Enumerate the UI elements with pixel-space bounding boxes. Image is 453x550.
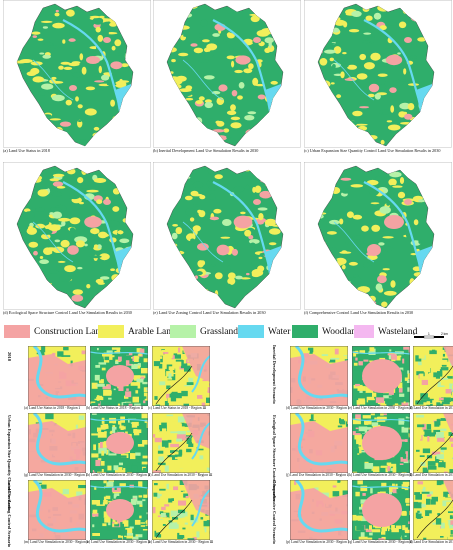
tile-svg: [290, 346, 348, 406]
tile-caption: (f) Land Use Simulation in 2030 - Region…: [409, 406, 453, 410]
legend-water: Water: [238, 324, 290, 339]
region-tile-13: [28, 480, 86, 540]
tile-svg: [413, 346, 453, 406]
region-tile-4: [290, 346, 348, 406]
region-tile-3: [152, 346, 210, 406]
overview-map-c: (c) Urban Expansion Size Quantity Contro…: [304, 0, 452, 160]
tile-caption: (k) Land Use Simulation in 2030 - Region…: [348, 473, 413, 477]
region-tile-8: [90, 413, 148, 473]
tile-svg: [28, 480, 86, 540]
legend-label: Arable Land: [128, 326, 176, 337]
overview-map-b: (b) Inertial Development Land Use Simula…: [153, 0, 301, 160]
tile-svg: [413, 480, 453, 540]
map-caption: (e) Land Use Zoning Control Land Use Sim…: [153, 310, 266, 315]
construction-swatch: [4, 325, 30, 338]
land-use-legend: Construction Land Arable Land Grassland …: [0, 321, 453, 343]
map-svg: [304, 0, 452, 150]
region-tile-10: [290, 413, 348, 473]
map-caption: (c) Urban Expansion Size Quantity Contro…: [304, 148, 441, 153]
tile-caption: (h) Land Use Simulation in 2030 - Region…: [86, 473, 151, 477]
wasteland-swatch: [354, 325, 374, 338]
region-tile-17: [352, 480, 410, 540]
map-svg: [153, 162, 301, 312]
map-svg: [3, 0, 151, 150]
tile-caption: (c) Land Use Status in 2018 - Region Ⅲ: [148, 406, 206, 410]
tile-svg: [152, 346, 210, 406]
scenario-label-zoning: Land Use Zoning Control Scenario: [7, 480, 12, 548]
tile-svg: [352, 346, 410, 406]
scale-end: 2 km: [441, 332, 448, 336]
region-tile-1: [28, 346, 86, 406]
legend-woodland: Woodland: [292, 324, 361, 339]
scenario-label-inertial: Inertial Development Scenario: [272, 345, 277, 404]
region-tile-15: [152, 480, 210, 540]
map-caption: (f) Comprehensive Control Land Use Simul…: [304, 310, 414, 315]
region-tile-7: [28, 413, 86, 473]
map-caption: (a) Land Use Status in 2018: [3, 148, 50, 153]
tile-caption: (i) Land Use Simulation in 2030 - Region…: [148, 473, 213, 477]
scale-mid: 1: [428, 332, 430, 336]
tile-caption: (b) Land Use Status in 2018 - Region Ⅱ: [86, 406, 144, 410]
tile-svg: [290, 413, 348, 473]
legend-label: Water: [268, 326, 291, 337]
tile-svg: [28, 413, 86, 473]
tile-svg: [28, 346, 86, 406]
map-svg: [3, 162, 151, 312]
legend-label: Grassland: [200, 326, 238, 337]
tile-svg: [90, 413, 148, 473]
tile-svg: [90, 346, 148, 406]
arable-swatch: [98, 325, 124, 338]
tile-caption: (n) Land Use Simulation in 2030 - Region…: [86, 540, 151, 544]
region-tile-2: [90, 346, 148, 406]
overview-map-d: (d) Ecological Space Structure Control L…: [3, 162, 151, 322]
legend-label: Woodland: [322, 326, 361, 337]
region-tile-18: [413, 480, 453, 540]
overview-map-e: (e) Land Use Zoning Control Land Use Sim…: [153, 162, 301, 322]
tile-caption: (e) Land Use Simulation in 2030 - Region…: [348, 406, 412, 410]
tile-svg: [152, 480, 210, 540]
tile-svg: [413, 413, 453, 473]
tile-caption: (a) Land Use Status in 2018 - Region Ⅰ: [24, 406, 80, 410]
legend-wasteland: Wasteland: [354, 324, 417, 339]
tile-caption: (g) Land Use Simulation in 2030 - Region…: [24, 473, 88, 477]
region-tile-12: [413, 413, 453, 473]
map-svg: [304, 162, 452, 312]
tile-svg: [152, 413, 210, 473]
legend-arable-land: Arable Land: [98, 324, 176, 339]
tile-caption: (m) Land Use Simulation in 2030 - Region…: [24, 540, 89, 544]
tile-caption: (o) Land Use Simulation in 2030 - Region…: [148, 540, 214, 544]
tile-caption: (r) Land Use Simulation in 2030 - Region…: [409, 540, 453, 544]
legend-construction-land: Construction Land: [4, 324, 105, 339]
tile-caption: (p) Land Use Simulation in 2030 - Region…: [286, 540, 350, 544]
map-caption: (d) Ecological Space Structure Control L…: [3, 310, 132, 315]
overview-map-f: (f) Comprehensive Control Land Use Simul…: [304, 162, 452, 322]
water-swatch: [238, 325, 264, 338]
tile-svg: [290, 480, 348, 540]
region-tile-11: [352, 413, 410, 473]
tile-caption: (q) Land Use Simulation in 2030 - Region…: [348, 540, 413, 544]
scale-bar: 0 1 2 km: [412, 328, 450, 339]
region-tile-16: [290, 480, 348, 540]
tile-caption: (l) Land Use Simulation in 2030 - Region…: [409, 473, 453, 477]
overview-map-a: (a) Land Use Status in 2018: [3, 0, 151, 160]
region-tile-9: [152, 413, 210, 473]
tile-caption: (d) Land Use Simulation in 2030 - Region…: [286, 406, 350, 410]
tile-svg: [90, 480, 148, 540]
woodland-swatch: [292, 325, 318, 338]
scale-zero: 0: [413, 332, 415, 336]
tile-svg: [352, 413, 410, 473]
legend-label: Wasteland: [378, 326, 418, 337]
scenario-label-comprehensive: Comprehensive Control Scenario: [272, 480, 277, 544]
region-tile-6: [413, 346, 453, 406]
grassland-swatch: [170, 325, 196, 338]
legend-grassland: Grassland: [170, 324, 238, 339]
map-svg: [153, 0, 301, 150]
region-tile-14: [90, 480, 148, 540]
map-caption: (b) Inertial Development Land Use Simula…: [153, 148, 259, 153]
legend-label: Construction Land: [34, 326, 105, 337]
region-tile-5: [352, 346, 410, 406]
tile-svg: [352, 480, 410, 540]
tile-caption: (j) Land Use Simulation in 2030 - Region…: [286, 473, 349, 477]
scenario-label-2018: 2018: [7, 352, 12, 361]
